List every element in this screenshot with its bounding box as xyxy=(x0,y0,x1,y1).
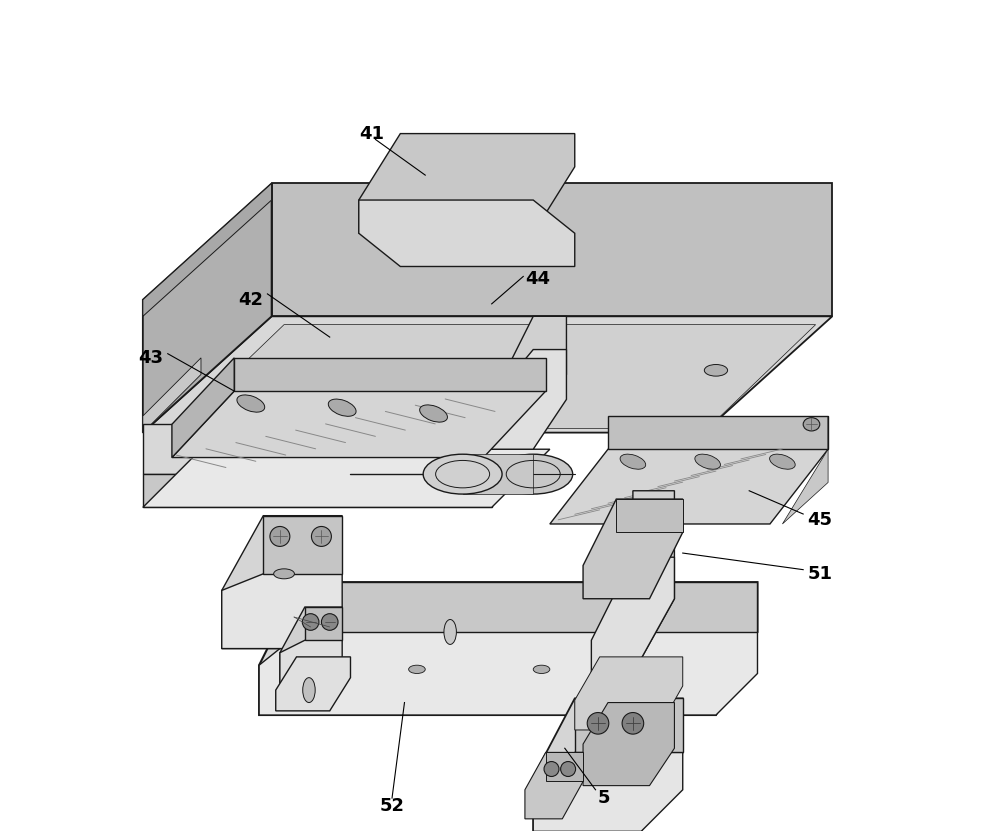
Polygon shape xyxy=(276,657,350,711)
Polygon shape xyxy=(492,349,566,449)
Circle shape xyxy=(270,527,290,547)
Polygon shape xyxy=(575,698,683,752)
Polygon shape xyxy=(305,607,342,641)
Ellipse shape xyxy=(695,454,720,469)
Polygon shape xyxy=(591,557,674,673)
Circle shape xyxy=(544,761,559,776)
Ellipse shape xyxy=(420,405,447,422)
Polygon shape xyxy=(259,632,757,715)
Polygon shape xyxy=(222,516,342,649)
Polygon shape xyxy=(492,316,566,449)
Polygon shape xyxy=(616,499,683,532)
Text: 42: 42 xyxy=(238,290,263,309)
Circle shape xyxy=(302,614,319,631)
Text: 52: 52 xyxy=(380,797,405,815)
Polygon shape xyxy=(172,358,234,458)
Polygon shape xyxy=(583,499,683,599)
Polygon shape xyxy=(533,752,683,831)
Circle shape xyxy=(561,761,576,776)
Text: 43: 43 xyxy=(139,349,164,367)
Text: 45: 45 xyxy=(807,511,832,529)
Polygon shape xyxy=(575,657,683,730)
Polygon shape xyxy=(222,574,342,649)
Ellipse shape xyxy=(328,399,356,416)
Ellipse shape xyxy=(423,454,502,494)
Ellipse shape xyxy=(533,665,550,673)
Ellipse shape xyxy=(494,454,573,494)
Ellipse shape xyxy=(444,620,456,645)
Polygon shape xyxy=(143,449,550,508)
Polygon shape xyxy=(608,416,828,449)
Text: 51: 51 xyxy=(807,565,832,583)
Polygon shape xyxy=(143,474,492,508)
Polygon shape xyxy=(782,416,828,524)
Polygon shape xyxy=(546,752,583,781)
Polygon shape xyxy=(143,424,492,474)
Text: 44: 44 xyxy=(525,270,550,288)
Ellipse shape xyxy=(770,454,795,469)
Ellipse shape xyxy=(803,418,820,431)
Ellipse shape xyxy=(451,404,466,412)
Ellipse shape xyxy=(620,454,646,469)
Polygon shape xyxy=(272,183,832,316)
Polygon shape xyxy=(525,752,583,819)
Ellipse shape xyxy=(274,569,294,579)
Polygon shape xyxy=(533,698,683,831)
Polygon shape xyxy=(280,607,342,686)
Polygon shape xyxy=(234,358,546,391)
Polygon shape xyxy=(172,391,546,458)
Polygon shape xyxy=(143,183,272,316)
Polygon shape xyxy=(359,134,575,233)
Ellipse shape xyxy=(704,364,728,376)
Circle shape xyxy=(311,527,331,547)
Polygon shape xyxy=(463,454,533,494)
Polygon shape xyxy=(301,582,757,632)
Polygon shape xyxy=(259,582,757,715)
Ellipse shape xyxy=(237,395,265,412)
Circle shape xyxy=(321,614,338,631)
Ellipse shape xyxy=(409,665,425,673)
Polygon shape xyxy=(591,491,674,673)
Text: 41: 41 xyxy=(359,125,384,142)
Polygon shape xyxy=(359,200,575,266)
Polygon shape xyxy=(583,702,674,785)
Ellipse shape xyxy=(303,677,315,702)
Polygon shape xyxy=(143,358,201,433)
Text: 5: 5 xyxy=(598,789,611,807)
Polygon shape xyxy=(280,641,342,686)
Polygon shape xyxy=(143,183,272,433)
Circle shape xyxy=(622,712,644,734)
Polygon shape xyxy=(263,516,342,574)
Polygon shape xyxy=(176,324,816,428)
Polygon shape xyxy=(550,449,828,524)
Circle shape xyxy=(587,712,609,734)
Polygon shape xyxy=(143,316,832,433)
